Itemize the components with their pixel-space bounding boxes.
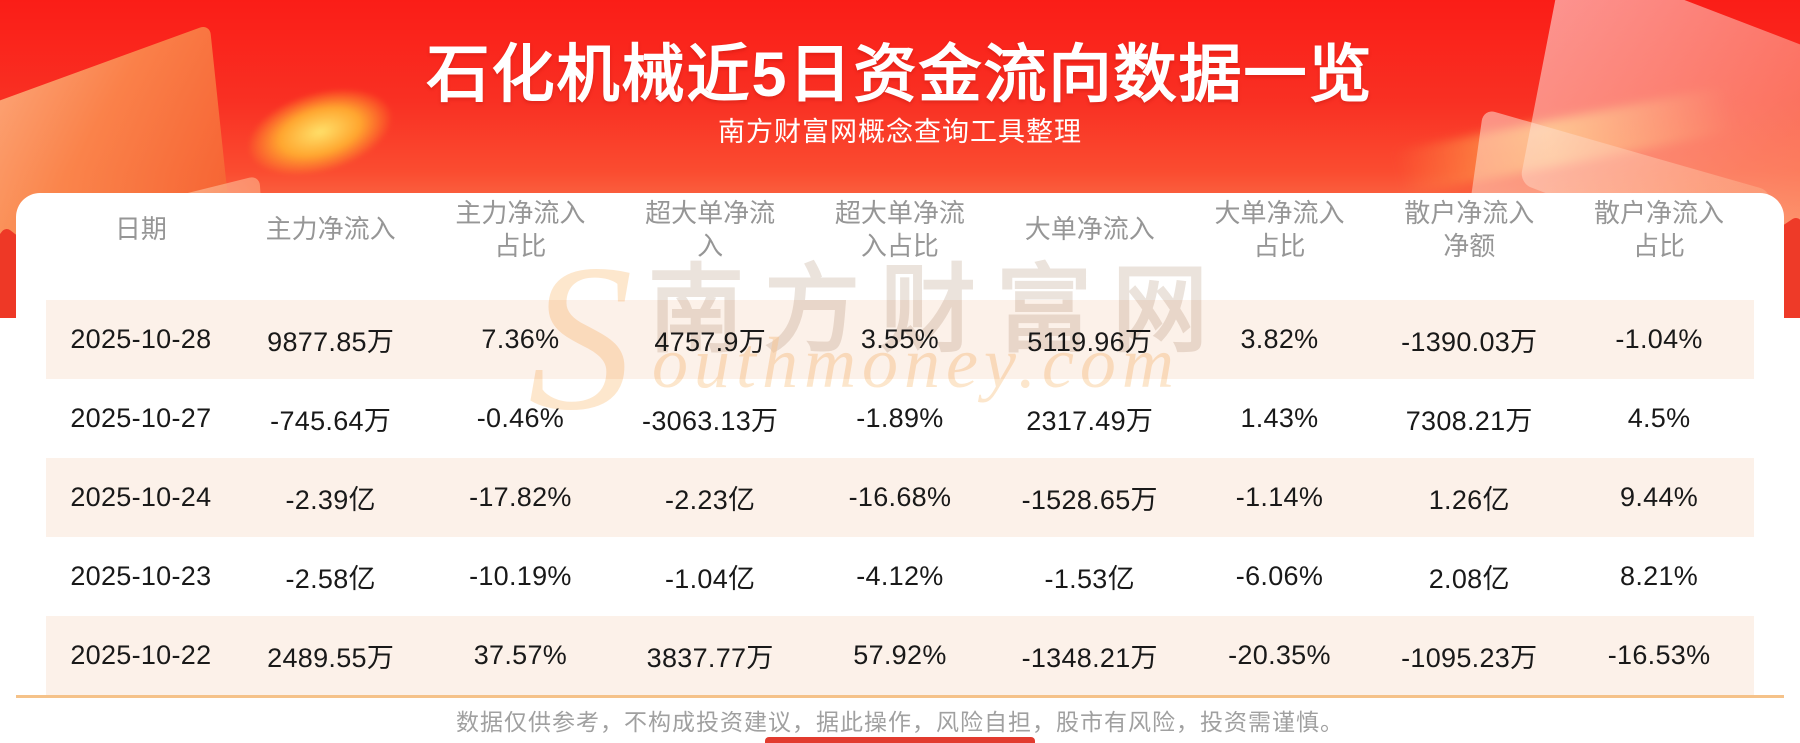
value-cell: 9877.85万 xyxy=(267,327,395,357)
column-header-7: 散户净流入净额 xyxy=(1374,193,1564,300)
value-cell: 37.57% xyxy=(473,640,568,670)
value-cell: -4.12% xyxy=(856,561,944,591)
column-header-2: 主力净流入占比 xyxy=(426,193,616,300)
value-cell: -6.06% xyxy=(1235,561,1324,591)
value-cell: 5119.96万 xyxy=(1027,327,1153,357)
page-subtitle: 南方财富网概念查询工具整理 xyxy=(718,117,1082,147)
disclaimer-text: 数据仅供参考，不构成投资建议，据此操作，风险自担，股市有风险，投资需谨慎。 xyxy=(456,709,1344,735)
table-row: 2025-10-22 2489.55万 37.57% 3837.77万 57.92% -1… xyxy=(46,616,1754,695)
column-header-3: 超大单净流入 xyxy=(615,193,805,300)
date-cell: 2025-10-27 xyxy=(70,403,212,433)
table-row: 2025-10-28 9877.85万 7.36% 4757.9万 3.55% 5119.… xyxy=(46,300,1754,379)
fund-flow-table: 日期 主力净流入 主力净流入占比 超大单净流入 超大单净流入占比 大单净流入 大单净流入占比… xyxy=(46,193,1754,695)
value-cell: 3.55% xyxy=(860,324,939,354)
value-cell: 8.21% xyxy=(1620,561,1699,591)
date-cell: 2025-10-28 xyxy=(70,324,212,354)
value-cell: -17.82% xyxy=(469,482,572,512)
column-header-label: 超大单净流入占比 xyxy=(834,198,965,261)
page-title: 石化机械近5日资金流向数据一览 xyxy=(426,40,1374,110)
value-cell: 3.82% xyxy=(1240,324,1319,354)
column-header-label: 大单净流入占比 xyxy=(1214,198,1345,261)
table-row: 2025-10-27 -745.64万 -0.46% -3063.13万 -1.89% 2… xyxy=(46,379,1754,458)
value-cell: -1528.65万 xyxy=(1021,485,1158,515)
value-cell: 57.92% xyxy=(853,640,947,670)
column-header-label: 超大单净流入 xyxy=(645,198,776,261)
value-cell: -1.04亿 xyxy=(665,564,756,594)
table-row: 2025-10-23 -2.58亿 -10.19% -1.04亿 -4.12% -1.53… xyxy=(46,537,1754,616)
column-header-0: 日期 xyxy=(46,193,236,300)
value-cell: 2317.49万 xyxy=(1026,406,1154,436)
value-cell: -2.23亿 xyxy=(665,485,756,515)
date-cell: 2025-10-24 xyxy=(70,482,212,512)
value-cell: 7.36% xyxy=(481,324,560,354)
column-header-8: 散户净流入占比 xyxy=(1564,193,1754,300)
value-cell: -1390.03万 xyxy=(1401,327,1538,357)
bottom-indicator-bar xyxy=(765,737,1035,743)
table-header: 日期 主力净流入 主力净流入占比 超大单净流入 超大单净流入占比 大单净流入 大单净流入占比… xyxy=(46,193,1754,300)
column-header-label: 散户净流入净额 xyxy=(1404,198,1535,261)
value-cell: -20.35% xyxy=(1228,640,1331,670)
column-header-label: 日期 xyxy=(114,214,167,245)
date-cell: 2025-10-23 xyxy=(70,561,212,591)
value-cell: -16.53% xyxy=(1607,640,1711,670)
value-cell: -745.64万 xyxy=(270,406,392,436)
value-cell: 4.5% xyxy=(1627,403,1691,433)
value-cell: -10.19% xyxy=(469,561,572,591)
table-body: 2025-10-28 9877.85万 7.36% 4757.9万 3.55% 5119.… xyxy=(46,300,1754,695)
column-header-1: 主力净流入 xyxy=(236,193,426,300)
value-cell: -1.14% xyxy=(1235,482,1324,512)
column-header-6: 大单净流入占比 xyxy=(1185,193,1375,300)
column-header-label: 散户净流入占比 xyxy=(1594,198,1725,261)
value-cell: -0.46% xyxy=(476,403,565,433)
table-bottom-divider xyxy=(16,695,1784,698)
value-cell: -1095.23万 xyxy=(1401,643,1538,673)
table-header-row: 日期 主力净流入 主力净流入占比 超大单净流入 超大单净流入占比 大单净流入 大单净流入占比… xyxy=(46,193,1754,300)
value-cell: -1.04% xyxy=(1615,324,1703,354)
value-cell: -16.68% xyxy=(848,482,952,512)
column-header-5: 大单净流入 xyxy=(995,193,1185,300)
value-cell: -1348.21万 xyxy=(1021,643,1158,673)
column-header-4: 超大单净流入占比 xyxy=(805,193,995,300)
value-cell: 7308.21万 xyxy=(1405,406,1533,436)
value-cell: 1.43% xyxy=(1240,403,1319,433)
value-cell: -3063.13万 xyxy=(642,406,779,436)
value-cell: 2.08亿 xyxy=(1428,564,1510,594)
date-cell: 2025-10-22 xyxy=(70,640,212,670)
value-cell: -2.39亿 xyxy=(285,485,376,515)
column-header-label: 主力净流入 xyxy=(265,214,396,245)
value-cell: -1.89% xyxy=(856,403,944,433)
value-cell: 2489.55万 xyxy=(267,643,395,673)
value-cell: 3837.77万 xyxy=(646,643,774,673)
table-row: 2025-10-24 -2.39亿 -17.82% -2.23亿 -16.68% -152… xyxy=(46,458,1754,537)
column-header-label: 主力净流入占比 xyxy=(455,198,586,261)
data-table-panel: 日期 主力净流入 主力净流入占比 超大单净流入 超大单净流入占比 大单净流入 大单净流入占比… xyxy=(16,193,1784,743)
value-cell: -1.53亿 xyxy=(1044,564,1135,594)
column-header-label: 大单净流入 xyxy=(1024,214,1155,245)
value-cell: 4757.9万 xyxy=(654,327,767,357)
value-cell: 9.44% xyxy=(1620,482,1699,512)
value-cell: -2.58亿 xyxy=(285,564,376,594)
value-cell: 1.26亿 xyxy=(1428,485,1510,515)
